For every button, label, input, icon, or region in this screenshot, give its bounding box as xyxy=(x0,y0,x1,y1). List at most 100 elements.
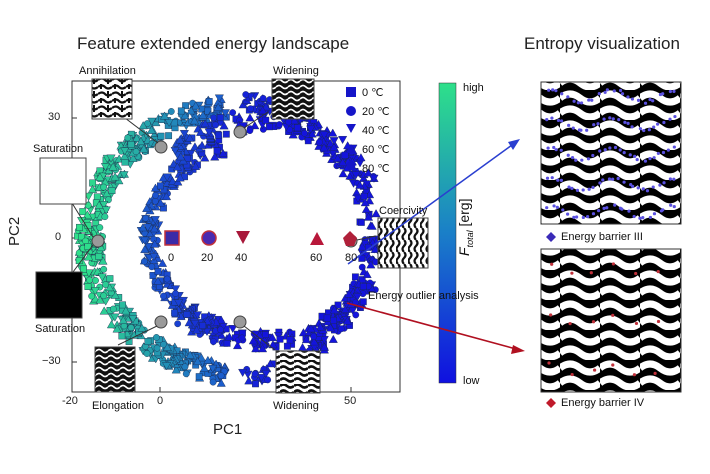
scatter-point xyxy=(151,118,161,127)
entropy-dot xyxy=(613,145,618,150)
scatter-point xyxy=(358,254,366,262)
entropy-dot xyxy=(673,114,677,119)
scatter-point xyxy=(261,369,271,378)
marker-label-0: 0 xyxy=(168,252,175,264)
scatter-point xyxy=(328,334,338,343)
entropy-dot xyxy=(550,262,554,266)
scatter-point xyxy=(152,191,159,199)
scatter-point xyxy=(75,249,83,257)
left-title: Feature extended energy landscape xyxy=(77,34,350,53)
colorbar-label-main: F xyxy=(456,247,472,256)
scatter-point xyxy=(355,180,365,189)
entropy-dot xyxy=(630,125,634,129)
legend-symbols xyxy=(346,87,356,170)
scatter-point xyxy=(120,147,130,156)
entropy-dot xyxy=(632,373,637,377)
scatter-point xyxy=(306,125,316,134)
entropy-dot xyxy=(607,177,612,181)
entropy-dot xyxy=(618,88,623,93)
scatter-point xyxy=(101,213,109,221)
entropy-dot xyxy=(572,99,576,103)
scatter-point xyxy=(330,316,338,324)
entropy-dot xyxy=(554,148,558,152)
entropy-dot xyxy=(596,209,601,213)
scatter-point xyxy=(238,368,248,378)
entropy-dot xyxy=(601,178,605,182)
scatter-point xyxy=(319,143,329,152)
entropy-dot xyxy=(608,146,612,150)
node-saturation-left xyxy=(91,234,105,248)
entropy-dot xyxy=(635,157,639,162)
scatter-point xyxy=(162,173,172,182)
entropy-dot xyxy=(576,101,580,105)
scatter-point xyxy=(301,335,311,344)
scatter-point xyxy=(87,184,98,193)
scatter-point xyxy=(309,337,319,346)
scatter-point xyxy=(108,162,118,171)
scatter-point xyxy=(76,223,83,231)
scatter-point xyxy=(137,323,147,332)
entropy-dot xyxy=(586,214,590,219)
entropy-dot xyxy=(598,181,602,185)
scatter-point xyxy=(118,315,128,324)
entropy-dot xyxy=(643,159,648,163)
scatter-point xyxy=(132,148,140,156)
scatter-point xyxy=(204,369,212,377)
scatter-point xyxy=(157,132,165,140)
scatter-point xyxy=(167,176,178,185)
entropy-dot xyxy=(556,178,560,182)
scatter-point xyxy=(119,301,126,309)
entropy-dot xyxy=(570,156,575,160)
entropy-dot xyxy=(560,92,564,96)
scatter-point xyxy=(142,214,150,222)
scatter-point xyxy=(298,328,308,337)
scatter-point xyxy=(262,331,269,338)
scatter-point xyxy=(160,292,167,300)
entropy-dot xyxy=(618,148,622,152)
scatter-point xyxy=(262,116,270,124)
entropy-dot xyxy=(651,185,655,189)
scatter-point xyxy=(95,295,105,304)
colorbar-low: low xyxy=(463,375,480,387)
scatter-point xyxy=(100,292,108,300)
scatter-point xyxy=(99,201,109,210)
scatter-point xyxy=(160,111,170,120)
scatter-point xyxy=(193,357,203,366)
arrows xyxy=(346,139,525,354)
scatter-point xyxy=(155,198,165,207)
scatter-point xyxy=(216,378,226,387)
scatter-point xyxy=(294,124,301,132)
scatter-point xyxy=(174,320,182,328)
scatter-point xyxy=(186,106,196,115)
scatter-point xyxy=(275,121,283,128)
entropy-dot xyxy=(645,189,650,193)
scatter-point xyxy=(333,153,343,162)
entropy-dot xyxy=(672,89,676,93)
label-annihilation: Annihilation xyxy=(79,65,136,77)
scatter-point xyxy=(259,94,267,102)
scatter-point xyxy=(323,314,331,322)
entropy-dot xyxy=(555,205,559,209)
scatter-point xyxy=(204,107,212,115)
scatter-point xyxy=(142,203,152,212)
entropy-dot xyxy=(591,185,595,189)
entropy-dot xyxy=(574,215,579,219)
scatter-point xyxy=(182,370,190,378)
entropy-dot xyxy=(570,372,574,377)
scatter-point xyxy=(178,156,188,165)
entropy-dot xyxy=(623,120,627,124)
scatter-point xyxy=(209,378,217,386)
entropy-dot xyxy=(572,215,576,219)
entropy-dot xyxy=(652,125,656,129)
entropy-dot xyxy=(579,128,583,132)
entropy-dot xyxy=(603,148,607,152)
scatter-point xyxy=(175,135,185,144)
label-widening-top: Widening xyxy=(273,65,319,77)
scatter-point xyxy=(357,218,365,226)
entropy-dot xyxy=(656,151,660,156)
entropy-dot xyxy=(603,90,607,94)
scatter-point xyxy=(150,239,160,248)
scatter-point xyxy=(95,253,103,260)
label-saturation-top: Saturation xyxy=(33,143,84,155)
entropy-dot xyxy=(636,98,641,102)
